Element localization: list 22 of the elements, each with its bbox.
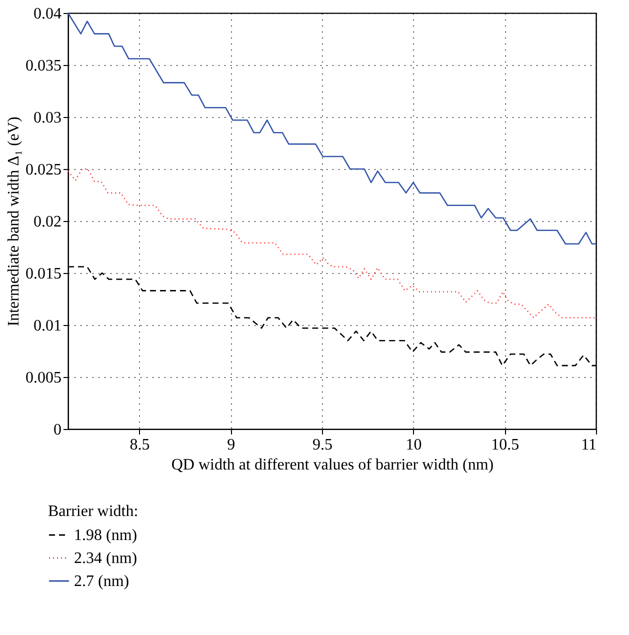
x-tick-label: 9	[227, 436, 236, 454]
y-tick-label: 0.03	[34, 110, 62, 126]
x-axis-title: QD width at different values of barrier width (nm)	[171, 456, 494, 474]
x-tick-label: 9.5	[312, 436, 332, 454]
x-tick-label: 10	[406, 436, 422, 454]
y-tick-label: 0	[54, 422, 62, 438]
x-tick-label: 10.5	[491, 436, 520, 454]
legend-title: Barrier width:	[48, 503, 138, 520]
x-tick-label: 11	[581, 436, 596, 454]
x-tick-label: 8.5	[130, 436, 150, 454]
legend-label: 1.98 (nm)	[74, 527, 138, 544]
y-tick-label: 0.025	[26, 162, 62, 178]
legend-label: 2.34 (nm)	[74, 550, 138, 567]
legend-label: 2.7 (nm)	[74, 573, 130, 590]
y-tick-label: 0.005	[26, 370, 62, 386]
y-tick-label: 0.01	[34, 318, 62, 334]
y-tick-label: 0.04	[34, 6, 62, 22]
y-tick-label: 0.015	[26, 266, 62, 282]
y-axis-title: Intermediate band width Δ₁ (eV)	[6, 116, 22, 326]
line-series	[67, 168, 597, 318]
y-tick-label: 0.035	[26, 58, 62, 74]
y-tick-label: 0.02	[34, 214, 62, 230]
